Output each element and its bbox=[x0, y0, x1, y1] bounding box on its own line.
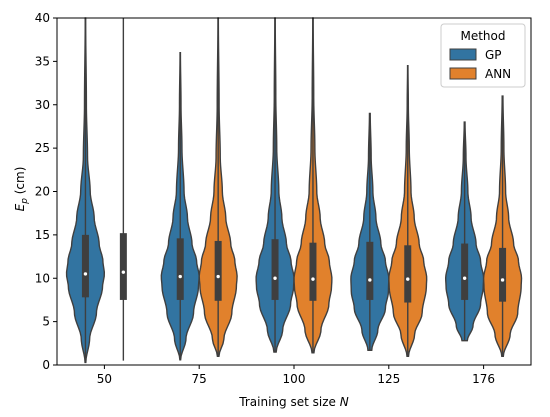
violin-median bbox=[500, 278, 505, 282]
violin-iqr-box bbox=[461, 243, 469, 300]
violin-iqr-box bbox=[309, 242, 317, 301]
x-tick-label: 50 bbox=[97, 372, 112, 386]
violin-iqr-box bbox=[176, 238, 184, 300]
violin-ann-50 bbox=[119, 18, 127, 361]
violin-iqr-box bbox=[366, 241, 374, 300]
legend-swatch-gp bbox=[449, 48, 477, 61]
violin-iqr-box bbox=[404, 245, 412, 303]
violin-iqr-box bbox=[499, 247, 507, 302]
violin-median bbox=[216, 274, 220, 279]
y-tick-label: 40 bbox=[35, 11, 50, 25]
y-tick-label: 5 bbox=[42, 315, 50, 329]
violin-gp-125 bbox=[350, 112, 390, 351]
y-tick-label: 25 bbox=[35, 141, 50, 155]
x-tick-label: 125 bbox=[377, 372, 400, 386]
y-tick-label: 10 bbox=[35, 271, 50, 285]
violin-median bbox=[406, 277, 410, 281]
x-tick-label: 75 bbox=[192, 372, 207, 386]
legend-title: Method bbox=[460, 29, 505, 43]
violin-median bbox=[311, 277, 315, 281]
y-axis-label: Ep (cm) bbox=[13, 167, 30, 212]
violin-gp-75 bbox=[160, 52, 200, 361]
legend-swatch-ann bbox=[449, 67, 477, 80]
violin-median bbox=[83, 272, 88, 276]
y-tick-label: 15 bbox=[35, 228, 50, 242]
y-tick-label: 20 bbox=[35, 185, 50, 199]
y-tick-label: 0 bbox=[42, 358, 50, 372]
violin-median bbox=[121, 270, 126, 274]
x-tick-label: 176 bbox=[472, 372, 495, 386]
legend-label-ann: ANN bbox=[485, 67, 511, 81]
violin-median bbox=[178, 274, 182, 279]
violin-median bbox=[462, 276, 467, 280]
violin-iqr-box bbox=[81, 234, 89, 298]
violin-iqr-box bbox=[214, 240, 222, 301]
y-tick-label: 35 bbox=[35, 54, 50, 68]
y-tick-label: 30 bbox=[35, 98, 50, 112]
violin-iqr-box bbox=[119, 233, 127, 300]
x-tick-label: 100 bbox=[283, 372, 306, 386]
legend: Method GP ANN bbox=[440, 23, 526, 88]
x-axis-label: Training set size N bbox=[238, 395, 348, 409]
violin-median bbox=[273, 276, 277, 280]
legend-label-gp: GP bbox=[485, 48, 502, 62]
violin-median bbox=[368, 278, 372, 282]
violin-gp-176 bbox=[444, 121, 485, 342]
violin-ann-125 bbox=[388, 65, 428, 358]
violin-ann-176 bbox=[482, 95, 523, 358]
violin-iqr-box bbox=[271, 239, 279, 300]
